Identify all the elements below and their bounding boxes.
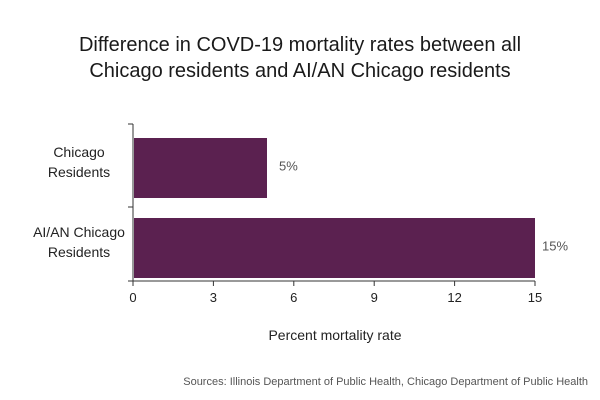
category-label-0-line-1: Residents	[48, 164, 110, 180]
x-tick-label-5: 15	[528, 290, 542, 305]
bar-0	[134, 138, 267, 198]
category-label-1: AI/AN Chicago Residents	[33, 224, 125, 260]
category-label-1-line-0: AI/AN Chicago	[33, 224, 125, 240]
x-tick-label-3: 9	[371, 290, 378, 305]
chart-title: Difference in COVD-19 mortality rates be…	[0, 32, 600, 84]
x-tick-label-2: 6	[290, 290, 297, 305]
chart-title-line-2: Chicago residents and AI/AN Chicago resi…	[89, 60, 511, 82]
x-tick-label-4: 12	[447, 290, 461, 305]
bar-1	[134, 218, 535, 278]
x-tick-label-1: 3	[210, 290, 217, 305]
category-label-0: Chicago Residents	[48, 144, 110, 180]
category-label-0-line-0: Chicago	[53, 144, 105, 160]
chart-title-line-1: Difference in COVD-19 mortality rates be…	[78, 34, 522, 56]
source-note: Sources: Illinois Department of Public H…	[183, 376, 588, 388]
data-label-0: 5%	[279, 158, 298, 173]
data-label-1: 15%	[542, 238, 568, 253]
x-tick-label-0: 0	[129, 290, 136, 305]
category-label-1-line-1: Residents	[48, 244, 110, 260]
x-axis-label: Percent mortality rate	[268, 327, 402, 343]
